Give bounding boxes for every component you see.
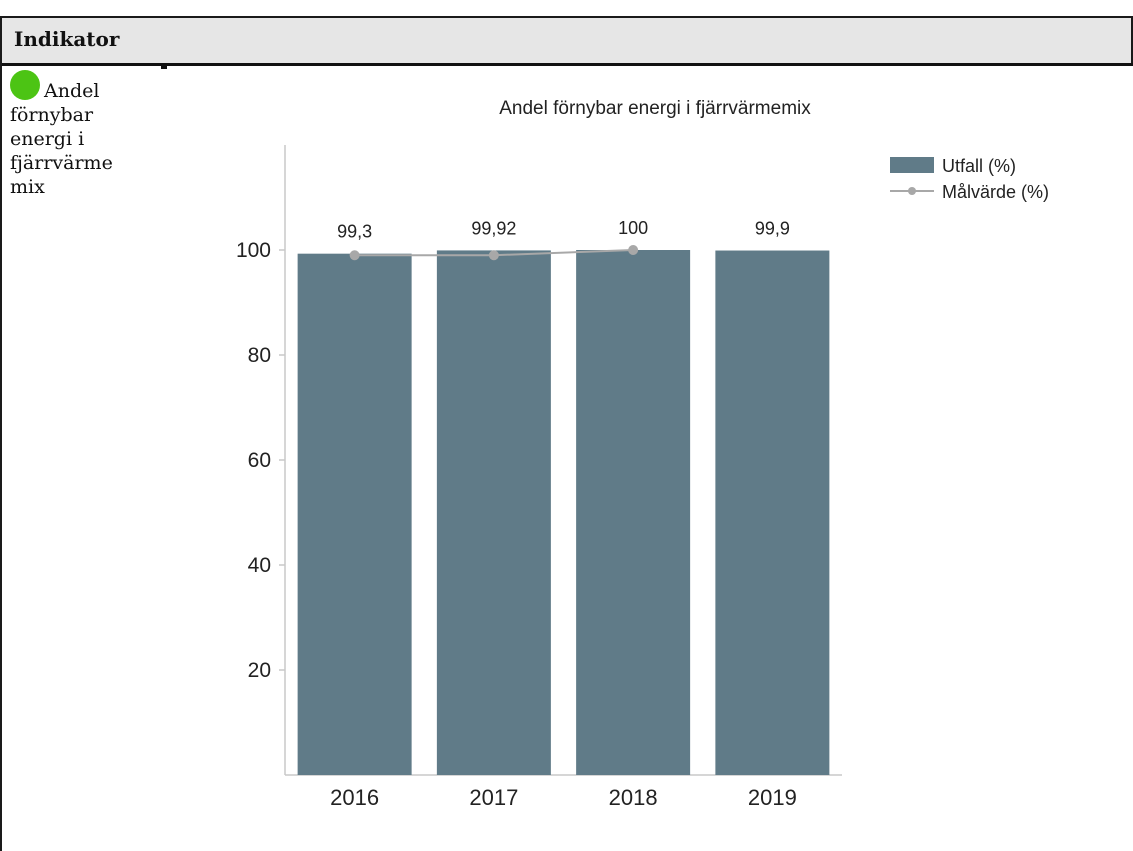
bar-value-label: 100 (618, 218, 648, 238)
bar-2016 (297, 253, 412, 776)
indicator-cell: Andel förnybar energi i fjärrvärme mix (10, 70, 152, 199)
x-tick-label: 2018 (609, 785, 658, 810)
renewable-energy-chart: Andel förnybar energi i fjärrvärmemix 20 4… (236, 98, 1049, 810)
table-border-top (0, 16, 1133, 18)
table-border-right (1131, 16, 1133, 64)
y-tick-label: 20 (248, 659, 271, 682)
status-indicator-icon (10, 70, 40, 100)
legend-label-utfall: Utfall (%) (942, 156, 1016, 176)
legend-swatch-utfall (890, 157, 934, 173)
bar-value-label: 99,92 (471, 218, 516, 238)
bar-2019 (715, 250, 830, 775)
indicator-label: Andel förnybar energi i fjärrvärme mix (10, 80, 113, 198)
bar-value-label: 99,9 (755, 219, 790, 239)
bar-2018 (576, 250, 691, 775)
x-tick-label: 2017 (469, 785, 518, 810)
y-tick-label: 40 (248, 554, 271, 577)
x-tick-label: 2019 (748, 785, 797, 810)
y-tick-label: 100 (236, 239, 271, 262)
bar-value-label: 99,3 (337, 222, 372, 242)
table-header: Indikator (2, 18, 1131, 63)
bar-2017 (436, 250, 551, 776)
y-tick-label: 80 (248, 344, 271, 367)
target-point (349, 250, 360, 261)
header-divider (2, 63, 1133, 66)
target-point (628, 245, 639, 255)
chart-title: Andel förnybar energi i fjärrvärmemix (499, 98, 811, 119)
table-border-left (0, 16, 2, 851)
y-tick-label: 60 (248, 449, 271, 472)
target-point (488, 250, 499, 261)
x-tick-label: 2016 (330, 785, 379, 810)
table-header-label: Indikator (14, 27, 120, 51)
column-divider-mark (161, 66, 167, 69)
legend-marker-malvarde (908, 187, 916, 195)
legend-label-malvarde: Målvärde (%) (942, 182, 1049, 202)
